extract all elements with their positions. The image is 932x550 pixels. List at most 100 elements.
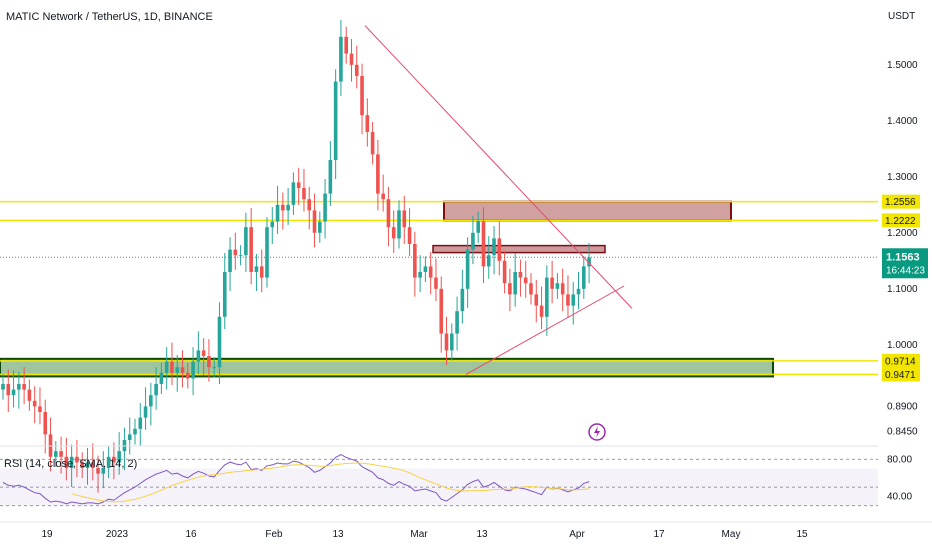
candle-body-86 — [455, 311, 459, 334]
candle-body-67 — [354, 64, 359, 76]
candle-body-20 — [106, 456, 111, 468]
candle-body-75 — [397, 210, 401, 239]
candle-body-93 — [492, 238, 496, 256]
symbol-title: MATIC Network / TetherUS, 1D, BINANCE — [6, 11, 213, 23]
candle-body-73 — [386, 199, 391, 228]
candle-body-63 — [333, 81, 338, 160]
candle-body-13 — [69, 456, 74, 468]
candle-body-54 — [286, 204, 290, 211]
candle-body-24 — [127, 434, 132, 440]
candle-body-77 — [407, 227, 412, 244]
candle-body-57 — [302, 188, 306, 200]
candle-body-32 — [170, 361, 174, 373]
candle-body-11 — [59, 451, 63, 457]
candle-body-50 — [265, 227, 269, 278]
rsi-pane — [0, 454, 878, 507]
candle-body-84 — [444, 333, 449, 351]
candle-body-15 — [80, 462, 84, 468]
trendline-descending — [364, 25, 633, 309]
x-tick-label: 16 — [185, 529, 197, 540]
candle-body-103 — [545, 277, 549, 317]
candle-body-71 — [376, 154, 380, 194]
candle-body-37 — [196, 350, 201, 362]
candle-body-56 — [296, 182, 301, 188]
candle-body-26 — [138, 417, 143, 429]
candle-body-45 — [238, 255, 243, 257]
candle-body-49 — [259, 266, 264, 278]
candle-body-106 — [560, 283, 565, 295]
x-tick-label: 2023 — [106, 529, 129, 540]
candle-body-69 — [365, 115, 370, 132]
candle-body-53 — [281, 204, 285, 211]
y-tick-label: 1.2000 — [887, 228, 918, 239]
candle-body-29 — [154, 384, 158, 396]
candle-body-66 — [349, 53, 354, 65]
countdown-timer: 16:44:23 — [886, 265, 925, 276]
candle-body-58 — [307, 199, 312, 211]
axes-layer: 1.5000 1.4000 1.3000 1.2000 1.1000 1.0000 0.89… — [0, 60, 932, 540]
price-tag-bg — [882, 367, 920, 382]
candle-body-47 — [249, 227, 253, 272]
candle-body-17 — [90, 462, 95, 468]
candle-body-31 — [164, 361, 169, 373]
current-price-tag-bg — [882, 248, 928, 279]
price-level-tag: 1.2556 — [885, 197, 916, 208]
candle-body-2 — [11, 389, 16, 396]
x-tick-label: 13 — [332, 529, 344, 540]
current-price-value: 1.1563 — [886, 251, 920, 263]
candle-body-64 — [339, 36, 343, 82]
candle-body-27 — [143, 406, 148, 418]
candle-body-3 — [17, 384, 21, 390]
candle-body-82 — [434, 277, 438, 289]
candle-body-8 — [43, 412, 48, 435]
candle-body-5 — [27, 389, 32, 401]
candle-body-76 — [402, 210, 407, 228]
x-tick-label: Feb — [265, 529, 283, 540]
rsi-indicator-label[interactable]: RSI (14, close, SMA, 14, 2) — [4, 458, 138, 470]
rsi-ma-line — [71, 462, 590, 503]
candle-body-101 — [534, 294, 539, 306]
candle-body-21 — [112, 456, 116, 463]
x-tick-label: Mar — [410, 529, 428, 540]
x-tick-label: 13 — [476, 529, 488, 540]
zones-layer — [0, 200, 774, 378]
candle-body-12 — [64, 456, 69, 468]
candle-body-39 — [207, 356, 211, 368]
candle-body-28 — [149, 395, 153, 407]
candle-body-48 — [254, 266, 259, 272]
candle-body-44 — [233, 249, 238, 256]
candle-body-100 — [529, 283, 533, 295]
rsi-axis-label: 80.00 — [887, 454, 912, 465]
candle-body-0 — [1, 384, 5, 390]
y-tick-label: 1.1000 — [887, 284, 918, 295]
candle-body-99 — [523, 277, 528, 284]
candle-body-85 — [450, 333, 454, 351]
candle-body-107 — [566, 294, 570, 306]
trendline-ascending — [465, 285, 625, 375]
candle-body-72 — [381, 193, 385, 200]
candle-body-18 — [96, 468, 100, 474]
candle-body-92 — [486, 255, 491, 267]
candle-body-81 — [428, 266, 433, 278]
currency-label: USDT — [888, 11, 916, 22]
candle-body-34 — [180, 367, 185, 373]
candle-body-109 — [576, 288, 581, 295]
resistance-shelf — [432, 244, 606, 254]
candle-body-42 — [222, 272, 227, 317]
candle-body-22 — [117, 451, 121, 463]
y-tick-label: 0.8900 — [887, 401, 918, 412]
candle-body-40 — [212, 367, 216, 369]
candle-body-7 — [38, 406, 42, 412]
y-tick-label: 0.8450 — [887, 427, 918, 438]
rsi-axis-label: 40.00 — [887, 491, 912, 502]
candle-body-105 — [555, 283, 560, 289]
candle-body-88 — [465, 249, 470, 289]
candle-body-78 — [413, 244, 417, 278]
candle-body-70 — [370, 132, 375, 155]
candle-body-19 — [101, 468, 106, 474]
candle-body-96 — [508, 283, 512, 295]
candle-body-30 — [159, 372, 164, 384]
price-tag-bg — [882, 213, 920, 228]
y-tick-label: 1.3000 — [887, 172, 918, 183]
